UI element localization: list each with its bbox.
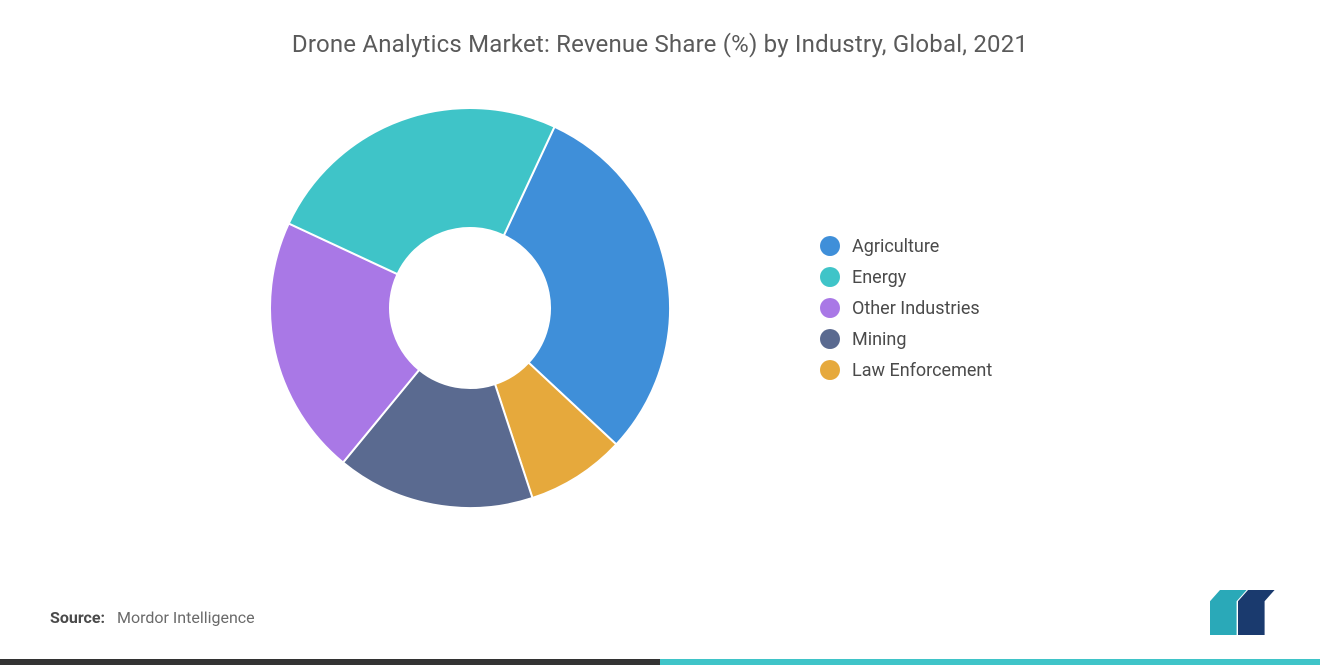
chart-title: Drone Analytics Market: Revenue Share (%… (50, 30, 1270, 58)
source-label: Source: (50, 608, 105, 627)
legend-label: Agriculture (852, 236, 939, 257)
legend-swatch-icon (820, 329, 840, 349)
legend: Agriculture Energy Other Industries Mining L… (820, 236, 1080, 381)
legend-label: Law Enforcement (852, 360, 992, 381)
legend-label: Energy (852, 267, 906, 288)
legend-item: Other Industries (820, 298, 1080, 319)
bottom-border (0, 659, 1320, 665)
legend-swatch-icon (820, 360, 840, 380)
brand-logo-icon (1210, 590, 1280, 635)
source-line: Source: Mordor Intelligence (50, 608, 255, 627)
source-value: Mordor Intelligence (117, 608, 255, 627)
donut-chart (240, 78, 700, 538)
legend-swatch-icon (820, 236, 840, 256)
legend-item: Law Enforcement (820, 360, 1080, 381)
chart-row: Agriculture Energy Other Industries Mining L… (50, 58, 1270, 558)
legend-item: Mining (820, 329, 1080, 350)
chart-container: Drone Analytics Market: Revenue Share (%… (0, 0, 1320, 665)
legend-swatch-icon (820, 298, 840, 318)
legend-item: Energy (820, 267, 1080, 288)
legend-swatch-icon (820, 267, 840, 287)
legend-label: Other Industries (852, 298, 980, 319)
legend-item: Agriculture (820, 236, 1080, 257)
legend-label: Mining (852, 329, 906, 350)
